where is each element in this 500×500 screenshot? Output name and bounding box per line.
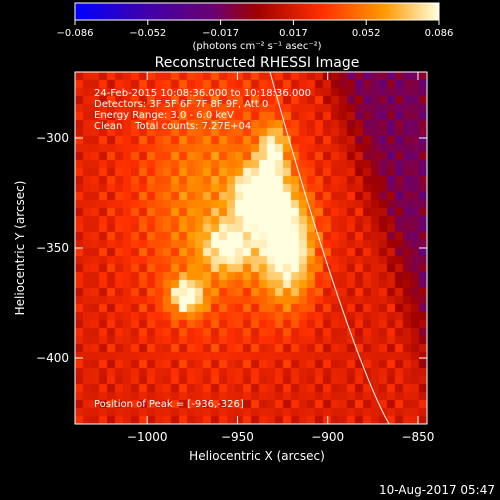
colorbar-label: (photons cm⁻² s⁻¹ asec⁻²) xyxy=(192,41,321,52)
x-tick-label: −950 xyxy=(221,430,254,444)
solar-limb-curve xyxy=(269,72,390,424)
peak-position-label: Position of Peak = [-936,-326] xyxy=(94,399,244,410)
colorbar-tick-label: 0.086 xyxy=(425,28,454,39)
colorbar-ticks: −0.086 −0.052 −0.017 0.017 0.052 0.086 xyxy=(56,20,453,39)
info-line-time: 24-Feb-2015 10:08:36.000 to 10:18:36.000 xyxy=(94,88,311,99)
info-line-energy: Energy Range: 3.0 - 6.0 keV xyxy=(94,110,234,121)
x-axis-label: Heliocentric X (arcsec) xyxy=(189,449,325,463)
info-line-counts: Clean Total counts: 7.27E+04 xyxy=(94,121,251,132)
colorbar-tick-label: 0.052 xyxy=(352,28,381,39)
y-tick-label: −300 xyxy=(36,131,69,145)
y-tick-label: −400 xyxy=(36,351,69,365)
colorbar-tick-label: −0.052 xyxy=(129,28,166,39)
y-axis-label: Heliocentric Y (arcsec) xyxy=(13,181,27,316)
generation-timestamp: 10-Aug-2017 05:47 xyxy=(379,483,495,497)
info-line-detectors: Detectors: 3F 5F 6F 7F 8F 9F, Att 0 xyxy=(94,99,268,110)
colorbar xyxy=(74,2,440,21)
colorbar-tick-label: −0.086 xyxy=(56,28,93,39)
x-tick-label: −850 xyxy=(401,430,434,444)
heatmap-image xyxy=(75,72,427,424)
x-tick-label: −900 xyxy=(311,430,344,444)
chart-title: Reconstructed RHESSI Image xyxy=(155,55,360,71)
y-tick-label: −350 xyxy=(36,241,69,255)
colorbar-tick-label: 0.017 xyxy=(279,28,308,39)
x-tick-label: −1000 xyxy=(127,430,168,444)
axis-ticks: −1000 −950 −900 −850 −300 −350 −400 xyxy=(36,72,434,444)
colorbar-tick-label: −0.017 xyxy=(202,28,239,39)
info-block: 24-Feb-2015 10:08:36.000 to 10:18:36.000… xyxy=(94,88,311,132)
